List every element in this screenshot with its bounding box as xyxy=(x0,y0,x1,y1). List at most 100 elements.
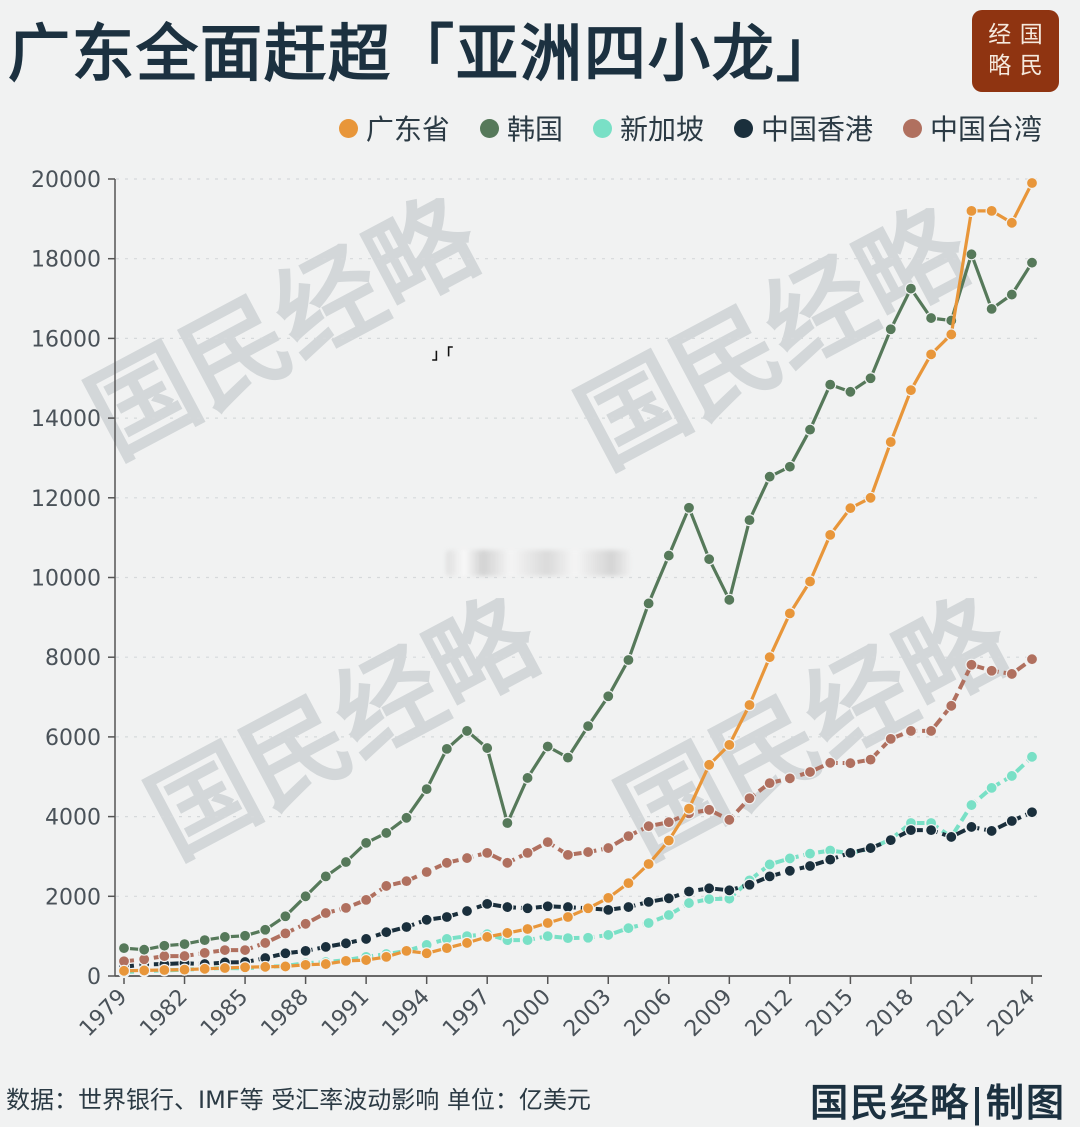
data-point xyxy=(723,813,736,826)
data-point xyxy=(521,934,534,947)
x-tick-label: 1979 xyxy=(75,985,132,1042)
data-point xyxy=(864,841,877,855)
data-point xyxy=(763,870,776,883)
chart-legend: 广东省 韩国 新加坡 中国香港 中国台湾 xyxy=(338,108,1042,148)
data-point xyxy=(925,824,938,837)
data-point xyxy=(803,859,817,873)
data-point xyxy=(723,593,736,606)
x-tick-label: 2024 xyxy=(983,985,1040,1042)
data-point xyxy=(602,690,615,703)
legend-dot-icon xyxy=(733,118,753,138)
legend-dot-icon xyxy=(592,118,612,138)
data-point xyxy=(541,900,554,913)
data-point xyxy=(561,910,575,924)
data-point xyxy=(642,916,655,930)
data-point xyxy=(581,720,595,733)
data-point xyxy=(400,944,413,957)
data-point xyxy=(703,758,716,771)
data-point xyxy=(380,826,393,840)
watermark-text: 国民经略 xyxy=(68,173,499,481)
page-title: 广东全面赶超「亚洲四小龙」 xyxy=(8,17,841,90)
legend-item-singapore: 新加坡 xyxy=(592,108,704,148)
data-point xyxy=(1025,176,1039,190)
data-point xyxy=(985,781,998,795)
data-point xyxy=(783,852,796,865)
data-point xyxy=(965,820,978,834)
data-point xyxy=(460,936,474,950)
data-point xyxy=(138,943,151,956)
data-point xyxy=(925,311,938,325)
data-point xyxy=(460,904,474,918)
data-point xyxy=(339,954,353,967)
data-point xyxy=(783,772,796,785)
x-tick-label: 2000 xyxy=(499,985,556,1042)
y-tick-label: 8000 xyxy=(45,646,101,671)
data-point xyxy=(763,777,776,790)
data-point xyxy=(299,917,312,930)
data-point xyxy=(218,930,231,944)
data-point xyxy=(622,900,635,914)
data-point xyxy=(158,963,171,977)
data-point xyxy=(198,934,211,947)
watermark-text: 国民经略 xyxy=(598,573,1029,881)
data-point xyxy=(824,528,837,541)
y-tick-label: 12000 xyxy=(31,487,101,512)
logo-char: 国 xyxy=(1019,22,1043,48)
data-point xyxy=(521,846,534,859)
data-point xyxy=(521,902,534,915)
data-point xyxy=(945,830,958,844)
data-point xyxy=(501,900,514,914)
legend-label: 韩国 xyxy=(506,113,563,146)
legend-item-guangdong: 广东省 xyxy=(338,108,450,148)
x-tick-label: 1982 xyxy=(136,985,193,1042)
data-point xyxy=(259,936,272,950)
data-point xyxy=(925,724,938,738)
data-point xyxy=(763,651,776,664)
x-tick-label: 2012 xyxy=(741,985,798,1042)
data-point xyxy=(299,944,312,957)
data-point xyxy=(803,423,817,436)
data-point xyxy=(218,961,231,975)
data-point xyxy=(884,323,897,336)
y-tick-label: 6000 xyxy=(45,726,101,751)
watermark-text: 国民经略 xyxy=(558,183,989,491)
series-0 xyxy=(117,176,1039,977)
data-point xyxy=(1025,806,1039,819)
data-point xyxy=(743,878,756,891)
data-point xyxy=(117,942,131,955)
data-point xyxy=(178,938,191,951)
source-note: 数据：世界银行、IMF等 受汇率波动影响 单位：亿美元 xyxy=(6,1086,591,1114)
data-point xyxy=(824,756,837,769)
data-point xyxy=(743,698,756,712)
data-point xyxy=(440,742,453,755)
data-point xyxy=(844,757,857,770)
data-point xyxy=(1005,288,1018,301)
data-point xyxy=(965,798,978,812)
data-point xyxy=(945,699,958,712)
data-point xyxy=(259,960,272,973)
data-point xyxy=(965,248,978,261)
stray-glyph: 」「 xyxy=(432,347,453,363)
data-point xyxy=(783,864,796,877)
legend-item-hongkong: 中国香港 xyxy=(733,108,873,148)
data-point xyxy=(1025,256,1039,269)
data-point xyxy=(985,664,998,677)
data-point xyxy=(904,724,918,738)
data-point xyxy=(682,501,696,514)
blurred-redaction xyxy=(446,550,630,576)
y-tick-label: 0 xyxy=(87,965,101,990)
data-point xyxy=(662,549,675,562)
data-point xyxy=(339,855,353,869)
data-point xyxy=(561,900,575,914)
data-point xyxy=(602,903,615,916)
logo-char: 民 xyxy=(1019,53,1043,79)
data-point xyxy=(844,385,857,398)
data-point xyxy=(259,923,272,936)
data-point xyxy=(622,922,635,935)
data-point xyxy=(703,882,716,895)
y-tick-label: 18000 xyxy=(31,248,101,273)
data-point xyxy=(299,958,312,971)
data-point xyxy=(642,597,655,610)
y-tick-label: 10000 xyxy=(31,567,101,592)
data-point xyxy=(380,879,393,893)
